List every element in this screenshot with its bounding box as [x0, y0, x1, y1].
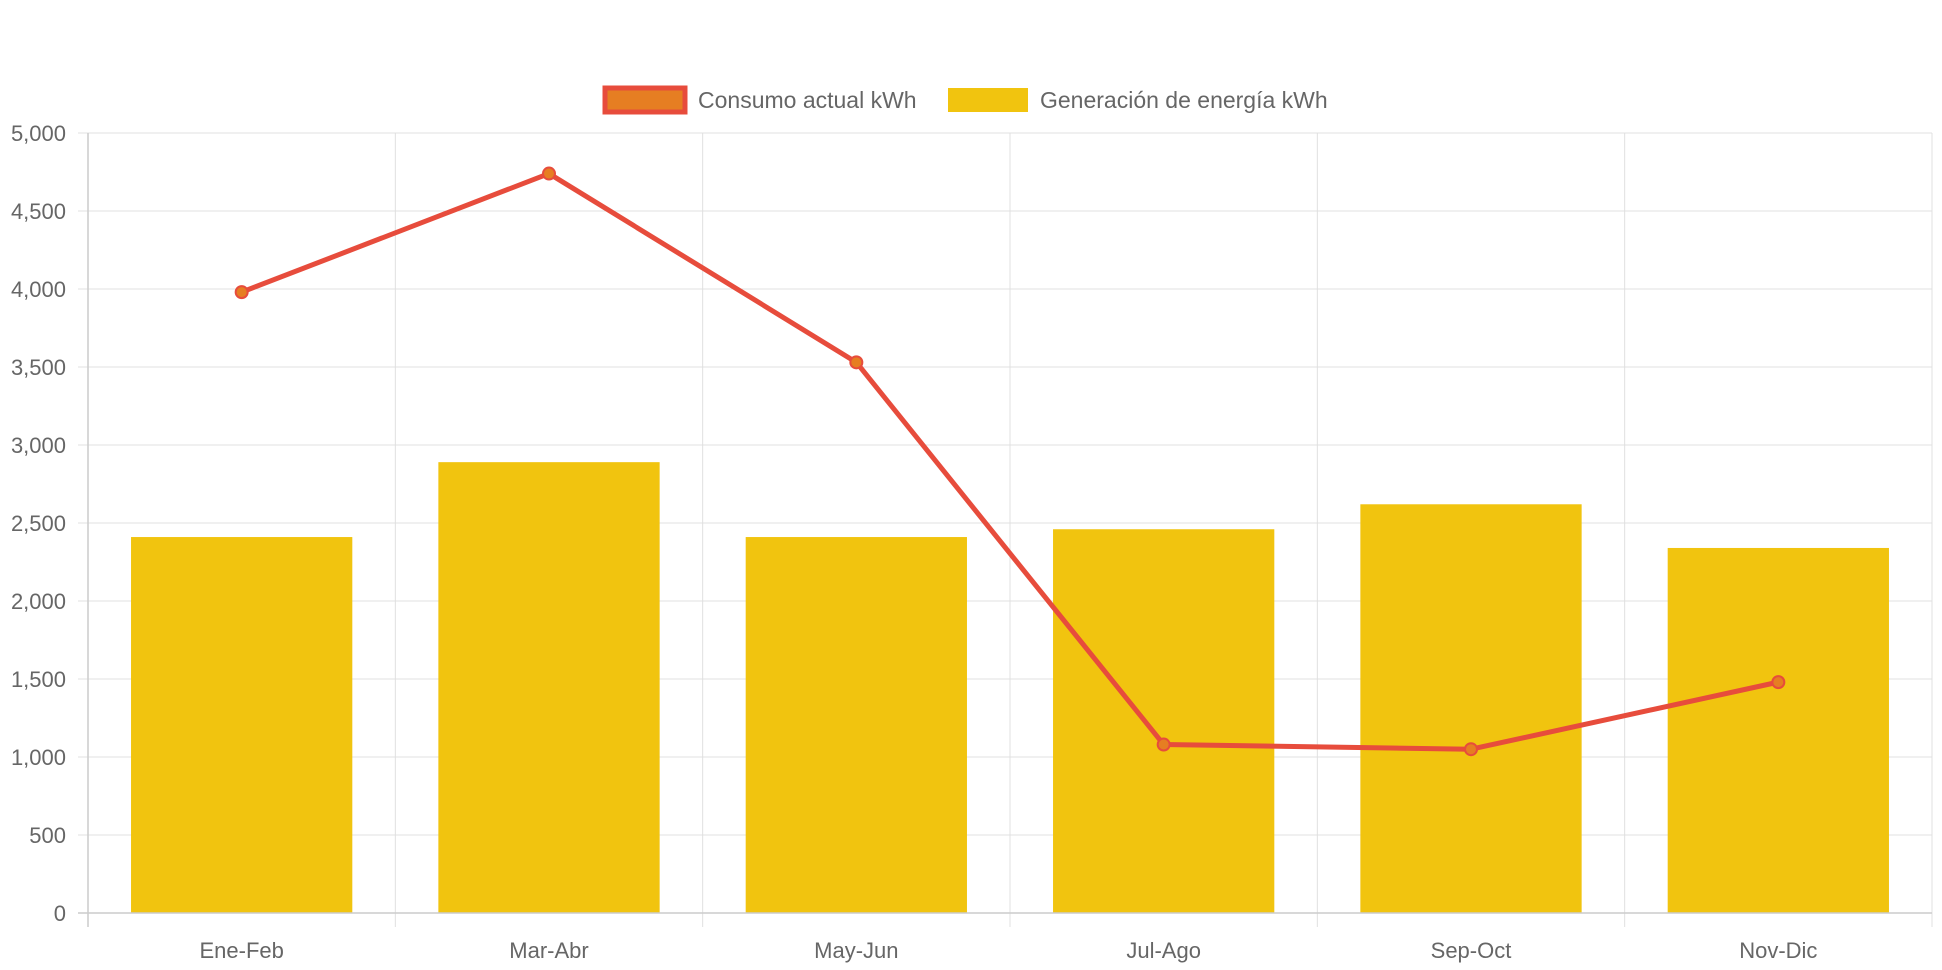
bar: [438, 462, 660, 913]
x-tick-label: Sep-Oct: [1431, 938, 1512, 963]
bar: [1667, 547, 1889, 913]
line-point: [849, 355, 864, 370]
legend-item-consumo[interactable]: Consumo actual kWh: [602, 85, 917, 115]
y-tick-label: 0: [54, 901, 66, 926]
bar: [1053, 529, 1275, 913]
series-line: [239, 171, 1781, 752]
x-tick-label: May-Jun: [814, 938, 898, 963]
y-tick-label: 5,000: [11, 121, 66, 146]
x-tick-label: Nov-Dic: [1739, 938, 1817, 963]
line-point: [1464, 742, 1478, 757]
line-point: [1771, 675, 1786, 690]
legend-label: Generación de energía kWh: [1040, 87, 1328, 113]
axes: 0 500 1,000 1,500 2,000 2,500 3,000 3,500 4,000 4…: [11, 121, 1932, 963]
legend-item-generacion[interactable]: Generación de energía kWh: [948, 87, 1328, 113]
x-tick-label: Ene-Feb: [199, 938, 283, 963]
line-point: [234, 285, 249, 300]
y-tick-label: 4,500: [11, 199, 66, 224]
y-tick-label: 1,000: [11, 745, 66, 770]
bar-series: [131, 462, 1889, 913]
x-tick-label: Mar-Abr: [509, 938, 588, 963]
legend-label: Consumo actual kWh: [698, 87, 917, 113]
y-tick-label: 500: [29, 823, 66, 848]
bar: [745, 537, 967, 913]
y-tick-label: 4,000: [11, 277, 66, 302]
legend-swatch-line-icon: [602, 85, 688, 115]
line-point: [1156, 737, 1171, 752]
y-tick-label: 2,000: [11, 589, 66, 614]
y-tick-label: 3,000: [11, 433, 66, 458]
legend: Consumo actual kWh Generación de energía…: [602, 85, 1328, 115]
x-tick-label: Jul-Ago: [1126, 938, 1201, 963]
grid-lines: [78, 132, 1933, 927]
legend-swatch-bar-icon: [948, 88, 1028, 112]
y-tick-label: 3,500: [11, 355, 66, 380]
line-series: [234, 166, 1786, 757]
line-point: [542, 166, 556, 181]
bar: [131, 537, 353, 913]
bar: [1360, 504, 1582, 913]
y-tick-label: 2,500: [11, 511, 66, 536]
y-tick-label: 1,500: [11, 667, 66, 692]
